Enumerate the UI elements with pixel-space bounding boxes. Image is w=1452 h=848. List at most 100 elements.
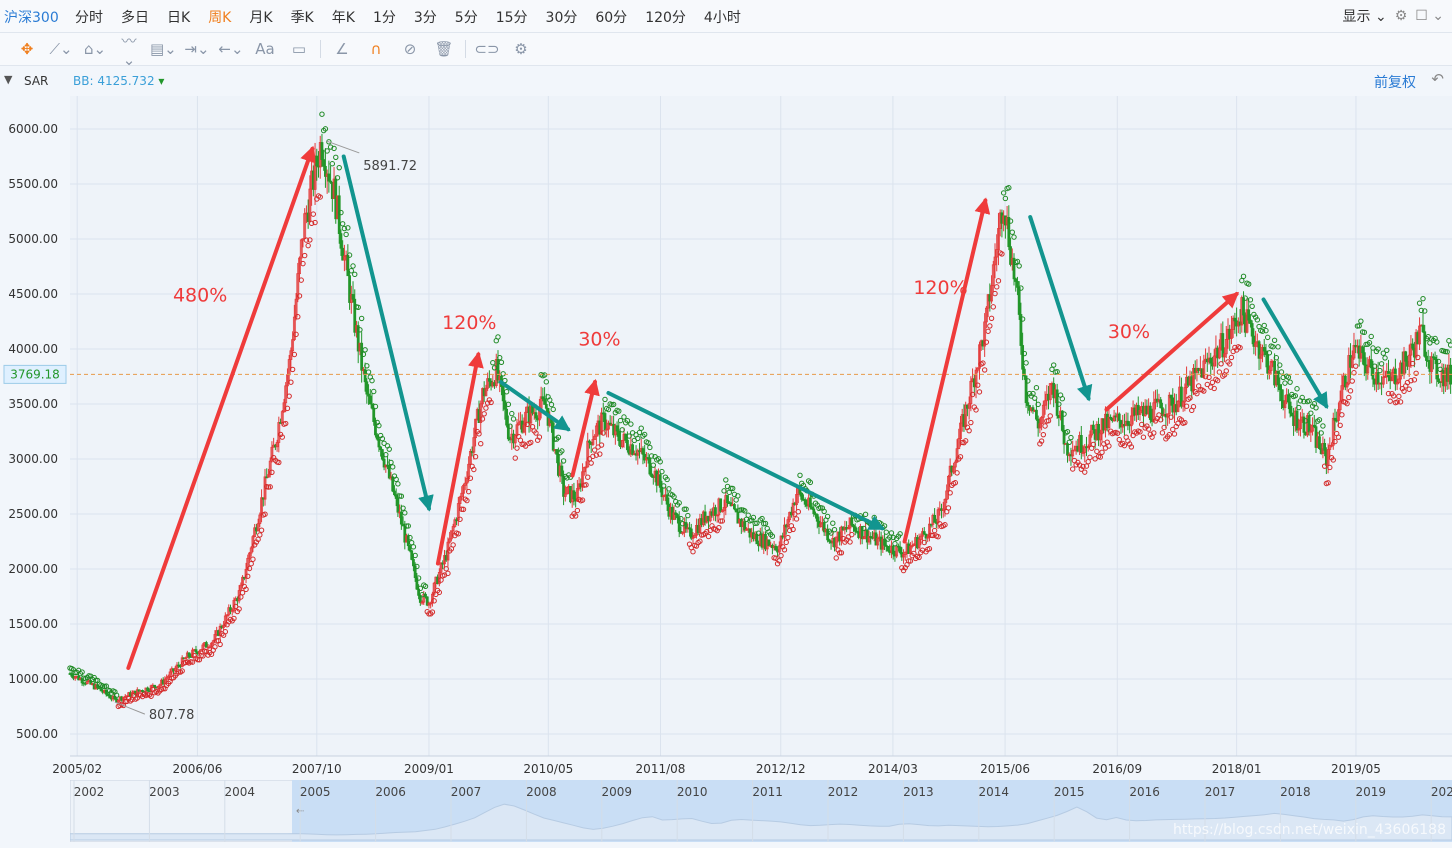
trash-icon[interactable]: 🗑 <box>434 40 454 58</box>
tab-period[interactable]: 1分 <box>372 10 396 26</box>
sar-dot <box>1042 423 1048 429</box>
move-icon[interactable]: ✥ <box>20 40 34 58</box>
tab-period[interactable]: 4小时 <box>703 10 741 26</box>
indicator-name[interactable]: SAR <box>24 74 49 88</box>
sar-dot <box>957 454 964 460</box>
sar-dot <box>597 451 603 457</box>
comment-icon[interactable]: ▭ <box>291 40 307 58</box>
candle-body <box>1035 409 1038 420</box>
candle-body <box>636 450 640 456</box>
x-tick-label: 2016/09 <box>1092 762 1142 776</box>
candle-body <box>1312 424 1316 428</box>
candle-body <box>883 538 886 546</box>
tab-period[interactable]: 日K <box>167 10 191 26</box>
adjust-mode[interactable]: 前复权 <box>1374 75 1416 91</box>
sar-dot <box>1387 398 1393 404</box>
candle-body <box>1176 400 1180 413</box>
tab-period[interactable]: 季K <box>290 10 314 26</box>
sar-dot <box>952 480 959 486</box>
candle-body <box>474 418 477 439</box>
sar-dot <box>246 565 253 572</box>
sar-dot <box>1206 374 1212 380</box>
candle-body <box>941 508 945 511</box>
magnet-icon[interactable]: ∩ <box>370 40 382 58</box>
candle-body <box>391 476 395 492</box>
sar-dot <box>560 458 567 464</box>
tab-period[interactable]: 60分 <box>595 10 628 26</box>
text-icon[interactable]: Aa <box>255 40 275 58</box>
candle-body <box>733 504 736 510</box>
candle-body <box>1352 345 1356 359</box>
sar-dot <box>750 514 757 521</box>
tab-period[interactable]: 多日 <box>121 10 149 26</box>
sar-dot <box>1327 464 1333 471</box>
sar-dot <box>350 263 356 269</box>
candle-body <box>396 498 400 513</box>
candle-body <box>631 444 635 455</box>
candle-body <box>365 381 369 395</box>
undo-icon[interactable]: ↶ <box>1431 70 1444 88</box>
candle-body <box>1297 428 1301 431</box>
range-icon[interactable]: ⇥⌄ <box>184 40 210 58</box>
link-icon[interactable]: ⊂⊃ <box>474 40 500 58</box>
tab-period[interactable]: 3分 <box>413 10 437 26</box>
tab-period[interactable]: 5分 <box>454 10 478 26</box>
candle-body <box>522 424 526 433</box>
tab-period[interactable]: 分时 <box>75 10 103 26</box>
sar-dot <box>262 511 268 517</box>
y-tick-label: 6000.00 <box>8 122 58 136</box>
polyline-icon[interactable]: ⌂⌄ <box>83 40 107 58</box>
line-icon[interactable]: ⟋⌄ <box>49 40 73 58</box>
sar-dot <box>931 527 938 534</box>
current-price-label: 3769.18 <box>10 367 60 381</box>
ruler-icon[interactable]: ∠ <box>335 40 349 58</box>
candle-body <box>184 657 188 660</box>
sar-dot <box>457 516 463 522</box>
candle-body <box>1264 350 1268 356</box>
candle-body <box>953 461 957 468</box>
price-chart[interactable]: 500.00 1000.00 1500.00 2000.00 2500.00 3000.0… <box>0 96 1452 780</box>
wave-icon[interactable]: 〰⌄ <box>121 31 137 69</box>
sar-dot <box>438 577 444 583</box>
sar-dot <box>329 161 336 167</box>
sar-dot <box>231 615 237 622</box>
sar-dot <box>1344 400 1350 407</box>
sar-dot <box>1035 401 1041 408</box>
candle-body <box>1091 424 1095 430</box>
candle-body <box>453 519 457 527</box>
tab-period[interactable]: 周K <box>208 10 232 26</box>
candle-body <box>617 430 621 442</box>
sar-dot <box>790 526 796 533</box>
candle-body <box>1276 371 1280 385</box>
candle-body <box>543 398 546 405</box>
sar-dot <box>745 512 751 518</box>
fib-icon[interactable]: ▤⌄ <box>150 40 177 58</box>
tab-period[interactable]: 120分 <box>645 10 686 26</box>
collapse-icon[interactable]: ▼ <box>4 73 13 86</box>
layout-icon[interactable]: ☐ ⌄ <box>1415 8 1444 24</box>
candle-body <box>501 386 505 402</box>
candle-body <box>353 298 357 333</box>
tab-period[interactable]: 月K <box>249 10 273 26</box>
symbol-name[interactable]: 沪深300 <box>4 10 59 26</box>
settings-icon[interactable]: ⚙ <box>1394 8 1408 24</box>
candle-body <box>399 511 403 525</box>
candle-body <box>270 446 274 462</box>
tab-period[interactable]: 30分 <box>545 10 578 26</box>
sar-dot <box>723 477 729 483</box>
display-menu[interactable]: 显示 ⌄ <box>1342 9 1387 25</box>
sar-dot <box>635 435 641 442</box>
candle-body <box>1060 410 1064 431</box>
tab-period[interactable]: 年K <box>331 10 355 26</box>
navigator[interactable]: 2002 2003 2004 2005 2006 2007 2008 2009 2010 2011… <box>70 780 1452 842</box>
y-tick-label: 5000.00 <box>8 232 58 246</box>
hide-icon[interactable]: ⊘ <box>403 40 417 58</box>
candle-body <box>237 590 241 602</box>
navigator-year: 2012 <box>828 785 859 799</box>
candle-body <box>372 407 376 423</box>
indicator-value[interactable]: BB: 4125.732 ▾ <box>73 74 165 88</box>
sar-dot <box>1377 367 1383 374</box>
tab-period[interactable]: 15分 <box>495 10 528 26</box>
arrow-icon[interactable]: ←⌄ <box>218 40 244 58</box>
settings-icon[interactable]: ⚙ <box>514 40 528 58</box>
